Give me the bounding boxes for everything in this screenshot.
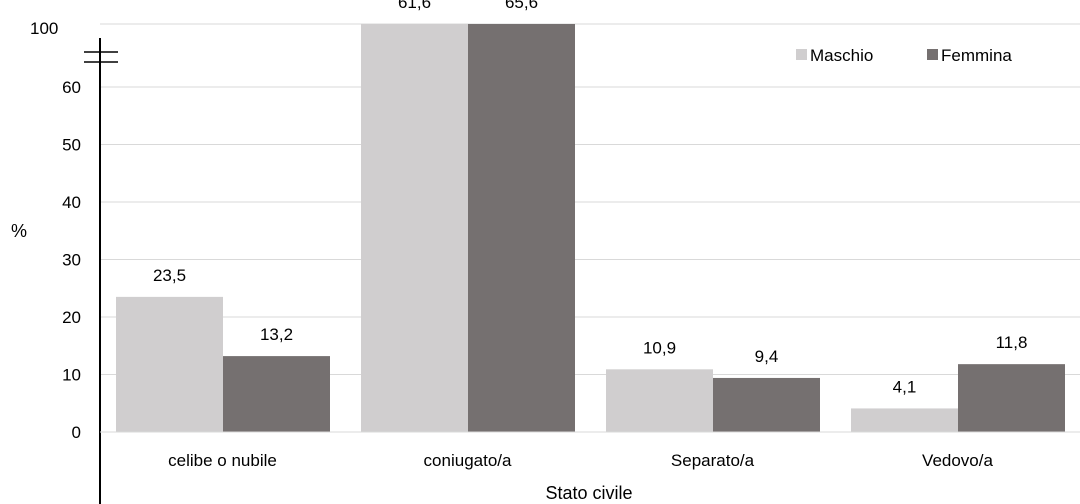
- legend-label-femmina: Femmina: [941, 46, 1012, 65]
- value-label-femmina-1: 65,6: [505, 0, 538, 12]
- x-category-label: coniugato/a: [424, 451, 512, 470]
- y-tick-break-label: 100: [30, 19, 58, 38]
- x-category-label: Vedovo/a: [922, 451, 993, 470]
- bar-femmina-1: [468, 24, 575, 432]
- y-tick-label: 50: [62, 136, 81, 155]
- x-category-label: Separato/a: [671, 451, 755, 470]
- value-label-maschio-3: 4,1: [893, 377, 917, 396]
- y-tick-label: 30: [62, 251, 81, 270]
- y-axis-ticks: 0 10 20 30 40 50 60: [62, 78, 81, 442]
- value-labels: 23,5 13,2 61,6 65,6 10,9 9,4 4,1 11,8: [153, 0, 1027, 396]
- legend-swatch-maschio: [796, 49, 807, 60]
- value-label-maschio-0: 23,5: [153, 266, 186, 285]
- legend-swatch-femmina: [927, 49, 938, 60]
- y-tick-label: 0: [72, 423, 81, 442]
- bar-femmina-2: [713, 377, 820, 432]
- bar-femmina-0: [223, 356, 330, 432]
- x-category-label: celibe o nubile: [168, 451, 277, 470]
- bars: [116, 24, 1065, 432]
- axis-break-marker: [84, 51, 118, 63]
- value-label-femmina-2: 9,4: [755, 347, 779, 366]
- bar-maschio-1: [361, 24, 468, 432]
- value-label-maschio-2: 10,9: [643, 338, 676, 357]
- legend: Maschio Femmina: [796, 46, 1012, 65]
- value-label-femmina-0: 13,2: [260, 325, 293, 344]
- bar-maschio-3: [851, 408, 958, 432]
- y-axis-title: %: [11, 221, 27, 241]
- bar-femmina-3: [958, 364, 1065, 432]
- y-tick-label: 40: [62, 193, 81, 212]
- gridlines: [100, 23, 1080, 375]
- y-tick-label: 10: [62, 366, 81, 385]
- y-tick-label: 20: [62, 308, 81, 327]
- legend-label-maschio: Maschio: [810, 46, 873, 65]
- bar-maschio-0: [116, 296, 223, 432]
- y-tick-label: 60: [62, 78, 81, 97]
- bar-maschio-2: [606, 369, 713, 432]
- value-label-femmina-3: 11,8: [996, 333, 1028, 352]
- x-axis-title: Stato civile: [545, 483, 632, 503]
- x-axis-category-labels: celibe o nubile coniugato/a Separato/a Vedo…: [168, 451, 993, 470]
- value-label-maschio-1: 61,6: [398, 0, 431, 12]
